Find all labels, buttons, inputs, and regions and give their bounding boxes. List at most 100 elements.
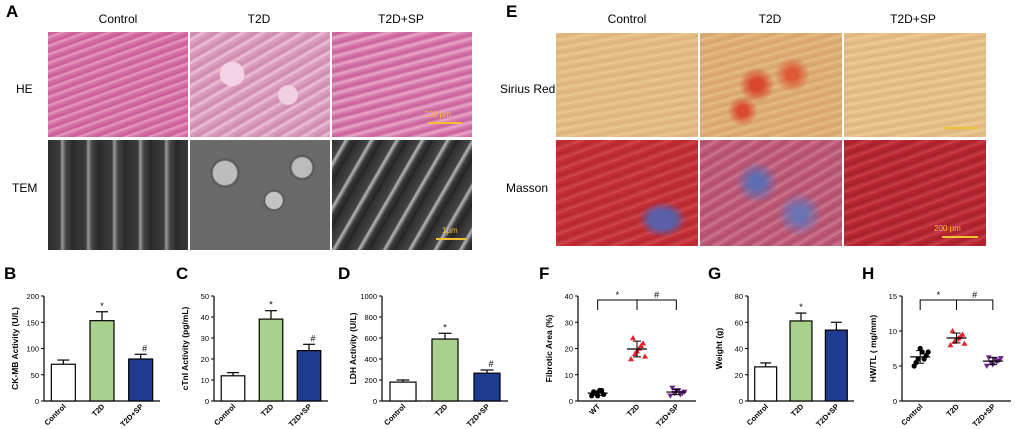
significance-mark: # <box>310 333 315 343</box>
significance-mark: # <box>972 290 977 300</box>
chart-b: 0 50 100 150 200 CK-MB Activity (U/L) Control *… <box>10 292 160 429</box>
y-axis-label: LDH Activity (U/L) <box>348 312 358 384</box>
panel-label-c: C <box>176 264 189 283</box>
scale-bar-e <box>942 236 978 238</box>
panel-e-row-masson: Masson <box>506 181 549 195</box>
x-tick-label: T2D <box>789 402 806 419</box>
x-tick-label: T2D <box>90 402 107 419</box>
x-tick-label: Control <box>382 402 407 427</box>
panel-label-e: E <box>506 2 518 21</box>
data-point <box>925 349 931 355</box>
x-tick-label: T2D <box>259 402 276 419</box>
y-tick-label: 10 <box>201 376 209 385</box>
micrograph-sirius-t2d <box>700 33 842 137</box>
x-tick-label: T2D+SP <box>465 402 492 429</box>
data-point <box>949 328 956 334</box>
y-tick-label: 150 <box>26 318 39 327</box>
y-tick-label: 0 <box>569 397 573 406</box>
y-tick-label: 40 <box>565 292 573 301</box>
data-point <box>642 353 648 359</box>
micrograph-he-t2dsp: 200 μm <box>332 32 472 137</box>
y-tick-label: 600 <box>364 334 377 343</box>
data-point <box>983 363 990 369</box>
x-tick-label: T2D <box>625 402 642 419</box>
bar-control <box>50 363 76 402</box>
bar-t2d <box>789 320 813 402</box>
significance-mark: # <box>488 359 493 369</box>
y-tick-label: 10 <box>565 371 573 380</box>
y-tick-label: 200 <box>364 376 377 385</box>
x-tick-label: Control <box>899 402 924 427</box>
y-tick-label: 200 <box>26 292 39 301</box>
x-tick-label: Control <box>43 402 68 427</box>
y-tick-label: 80 <box>735 292 743 301</box>
data-point <box>985 355 992 361</box>
micrograph-masson-t2d <box>700 140 842 246</box>
scale-bar-e-top <box>944 127 978 129</box>
chart-c: 0 10 20 30 40 50 cTnI Activity (pg/mL) Control *… <box>180 292 328 429</box>
y-tick-label: 0 <box>893 397 897 406</box>
y-tick-label: 30 <box>565 318 573 327</box>
x-tick-label: Control <box>745 402 770 427</box>
y-tick-label: 0 <box>35 397 39 406</box>
significance-mark: * <box>937 290 941 300</box>
micrograph-masson-t2dsp: 200 μm <box>844 140 986 246</box>
x-tick-label: T2D <box>945 402 962 419</box>
bar-t2dsp <box>128 358 154 402</box>
micrograph-tem-t2dsp: 1μm <box>332 140 472 250</box>
data-point <box>669 385 676 391</box>
panel-label-h: H <box>862 264 875 283</box>
x-tick-label: T2D+SP <box>971 402 998 429</box>
x-tick-label: T2D+SP <box>119 402 146 429</box>
micrograph-tem-control <box>48 140 188 250</box>
bar-t2dsp <box>473 372 501 402</box>
y-tick-label: 60 <box>735 318 743 327</box>
panel-e-row-sirius: Sirius Red <box>500 82 556 96</box>
y-axis-label: CK-MB Activity (U/L) <box>10 307 20 390</box>
micrograph-he-control <box>48 32 188 137</box>
panel-e-col-control: Control <box>607 12 647 26</box>
data-point <box>997 356 1004 362</box>
y-tick-label: 400 <box>364 355 377 364</box>
y-tick-label: 50 <box>201 292 209 301</box>
data-point <box>599 387 605 394</box>
significance-mark: * <box>616 290 620 300</box>
panel-label-b: B <box>4 264 17 283</box>
panel-a-col-t2dsp: T2D+SP <box>378 12 424 26</box>
panel-label-d: D <box>338 264 351 283</box>
y-tick-label: 100 <box>26 345 39 354</box>
y-tick-label: 10 <box>889 327 897 336</box>
significance-mark: * <box>269 300 273 310</box>
x-tick-label: T2D+SP <box>814 402 841 429</box>
chart-h: 0 5 10 15 HW/TL ( mg/mm) Control T2D T2D+SP * # <box>868 290 1011 429</box>
scale-bar-tem-label: 1μm <box>442 226 458 235</box>
x-tick-label: T2D+SP <box>287 402 314 429</box>
data-point <box>589 393 595 399</box>
significance-mark: * <box>443 322 447 332</box>
scale-bar-e-label: 200 μm <box>934 224 961 233</box>
data-point <box>917 345 923 352</box>
scale-bar-tem <box>436 238 466 240</box>
panel-a-col-t2d: T2D <box>247 12 271 26</box>
y-tick-label: 0 <box>205 397 209 406</box>
y-axis-label: Weight (g) <box>714 328 724 370</box>
y-tick-label: 0 <box>739 397 743 406</box>
significance-mark: * <box>799 302 803 312</box>
x-tick-label: T2D <box>433 402 450 419</box>
bar-control <box>754 366 778 402</box>
panel-label-f: F <box>539 264 550 283</box>
y-tick-label: 1000 <box>360 292 377 301</box>
y-tick-label: 20 <box>735 371 743 380</box>
y-tick-label: 50 <box>31 371 39 380</box>
x-tick-label: T2D+SP <box>654 402 681 429</box>
data-point <box>638 342 644 349</box>
significance-mark: # <box>142 343 147 353</box>
data-point <box>630 335 636 341</box>
significance-mark: * <box>100 301 104 311</box>
data-point <box>913 359 919 366</box>
chart-d: 0 200 400 600 800 1000 LDH Activity (U/L) Contr… <box>348 292 508 429</box>
y-axis-label: Fibrotic Area (%) <box>544 314 554 382</box>
data-point <box>595 393 601 399</box>
y-tick-label: 0 <box>373 397 377 406</box>
panel-label-a: A <box>6 2 19 21</box>
